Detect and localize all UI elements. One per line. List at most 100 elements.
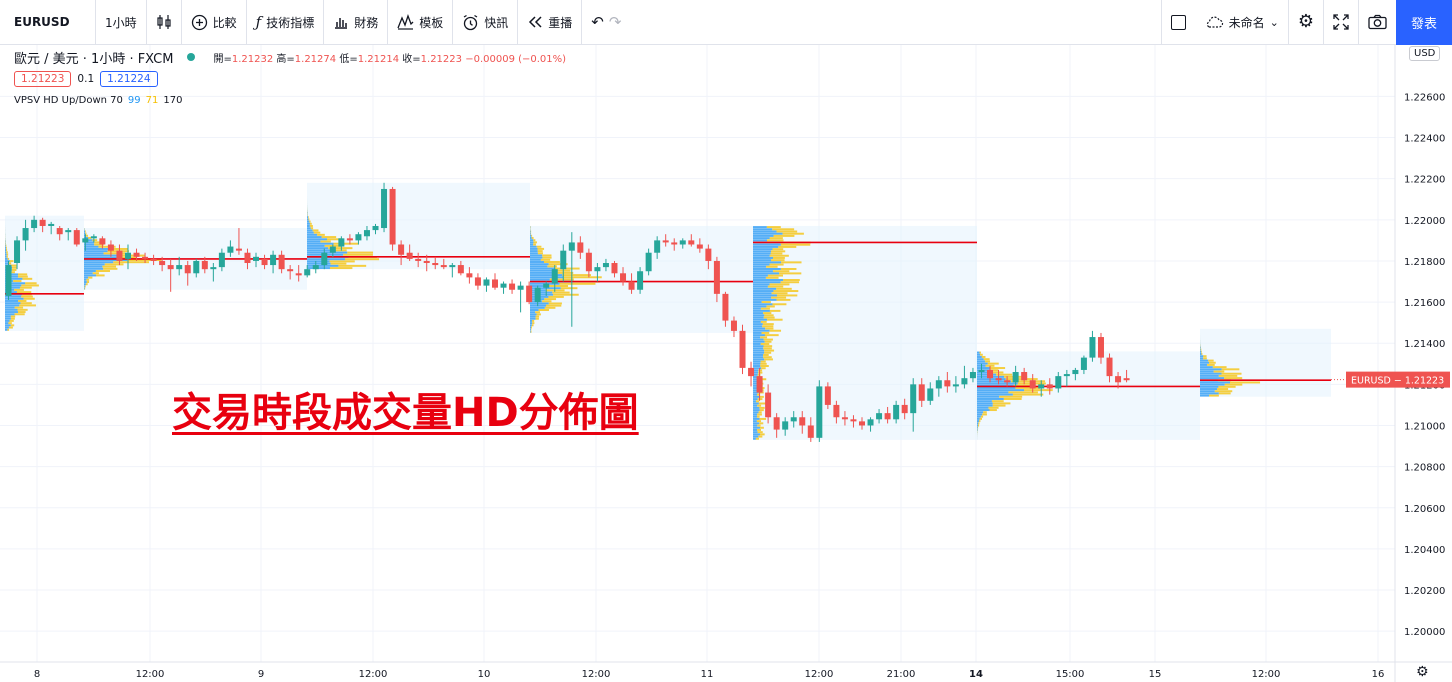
volume-down-bar (770, 252, 783, 255)
volume-up-bar (753, 263, 770, 266)
volume-up-bar (530, 285, 549, 287)
compare-button[interactable]: 比較 (182, 0, 247, 45)
volume-up-bar (753, 267, 781, 270)
volume-down-bar (17, 311, 26, 314)
volume-down-bar (535, 311, 540, 314)
volume-up-bar (753, 256, 773, 259)
fx-icon: ƒ (255, 12, 262, 31)
price-tick-label: 1.20400 (1404, 545, 1445, 556)
volume-up-bar (753, 373, 758, 376)
volume-up-bar (977, 406, 989, 409)
symbol-title[interactable]: 歐元 / 美元 · 1小時 · FXCM (14, 51, 174, 67)
volume-down-bar (532, 319, 535, 322)
publish-button[interactable]: 發表 (1396, 0, 1452, 45)
volume-down-bar (758, 435, 763, 438)
layout-name-button[interactable]: 未命名 ⌄ (1195, 0, 1288, 45)
volume-down-bar (14, 306, 24, 309)
candle-body (210, 267, 217, 270)
last-price-label: EURUSD − 1.21223 (1351, 376, 1444, 387)
volume-down-bar (1011, 380, 1046, 383)
sell-price-box[interactable]: 1.21223 (14, 71, 72, 87)
candle-body (107, 244, 114, 251)
volume-up-bar (530, 230, 531, 233)
volume-down-bar (7, 262, 12, 265)
symbol-search-button[interactable]: EURUSD (0, 0, 96, 45)
volume-up-bar (307, 238, 327, 241)
volume-up-bar (977, 371, 993, 374)
volume-up-bar (5, 249, 7, 252)
volume-down-bar (780, 267, 797, 270)
volume-up-bar (977, 353, 981, 356)
volume-down-bar (552, 291, 570, 294)
volume-down-bar (530, 330, 532, 333)
volume-down-bar (17, 308, 28, 311)
snapshot-button[interactable] (1358, 0, 1396, 45)
time-tick-label: 10 (478, 669, 491, 680)
buy-price-box[interactable]: 1.21224 (100, 71, 158, 87)
candle-body (602, 263, 609, 268)
redo-icon: ↷ (608, 12, 622, 31)
volume-up-bar (307, 236, 322, 239)
volume-down-bar (757, 413, 762, 416)
chart-legend: 歐元 / 美元 · 1小時 · FXCM 開=1.21232 高=1.21274… (14, 48, 566, 106)
volume-up-bar (530, 311, 536, 314)
volume-up-bar (753, 417, 760, 420)
volume-down-bar (1203, 355, 1207, 358)
volume-down-bar (756, 420, 762, 423)
volume-down-bar (1003, 397, 1022, 400)
undo-button[interactable]: ↶ ↷ (582, 0, 630, 45)
volume-down-bar (6, 255, 8, 258)
templates-button[interactable]: 模板 (388, 0, 454, 45)
financials-button[interactable]: 財務 (324, 0, 389, 45)
candle-body (654, 240, 661, 253)
indicator-legend[interactable]: VPSV HD Up/Down 70 99 71 170 (14, 95, 183, 106)
volume-up-bar (530, 278, 550, 281)
candle-body (31, 219, 38, 229)
volume-up-bar (753, 420, 757, 423)
candle-body (278, 254, 285, 270)
volume-up-bar (1200, 363, 1208, 366)
time-tick-label: 16 (1372, 669, 1385, 680)
volume-down-bar (85, 230, 86, 233)
volume-up-bar (84, 272, 93, 275)
volume-up-bar (753, 272, 780, 275)
replay-button[interactable]: 重播 (518, 0, 583, 45)
volume-down-bar (127, 259, 162, 261)
layout-toggle-button[interactable] (1160, 0, 1195, 45)
interval-button[interactable]: 1小時 (96, 0, 147, 45)
price-chart[interactable]: 1.22600 1.22400 1.22200 1.22000 1.21800 1.216… (0, 45, 1452, 682)
volume-up-bar (753, 406, 760, 409)
axis-settings-icon[interactable]: ⚙ (1416, 664, 1429, 680)
candle-body (65, 230, 72, 233)
settings-button[interactable]: ⚙ (1287, 0, 1323, 45)
indicators-button[interactable]: ƒ 技術指標 (247, 0, 325, 45)
volume-up-bar (753, 226, 767, 229)
alert-button[interactable]: 快訊 (453, 0, 519, 45)
volume-up-bar (84, 265, 103, 268)
volume-down-bar (553, 293, 579, 296)
volume-up-bar (530, 293, 554, 296)
volume-down-bar (990, 367, 1006, 370)
volume-down-bar (759, 426, 764, 429)
volume-up-bar (5, 319, 10, 322)
volume-down-bar (772, 270, 790, 273)
volume-up-bar (530, 234, 532, 237)
volume-up-bar (5, 322, 9, 325)
candle-body (474, 277, 481, 286)
volume-up-bar (1200, 346, 1201, 349)
volume-up-bar (753, 301, 762, 304)
volume-down-bar (772, 303, 787, 306)
fullscreen-button[interactable] (1323, 0, 1358, 45)
chart-type-button[interactable] (147, 0, 182, 45)
volume-down-bar (10, 317, 15, 320)
candle-body (270, 254, 277, 266)
volume-up-bar (753, 318, 768, 321)
volume-down-bar (760, 320, 767, 323)
volume-up-bar (753, 265, 767, 268)
volume-down-bar (532, 322, 535, 325)
volume-down-bar (6, 253, 9, 256)
volume-up-bar (753, 292, 772, 295)
volume-up-bar (84, 241, 95, 244)
volume-up-bar (753, 254, 770, 257)
currency-badge[interactable]: USD (1409, 46, 1441, 61)
